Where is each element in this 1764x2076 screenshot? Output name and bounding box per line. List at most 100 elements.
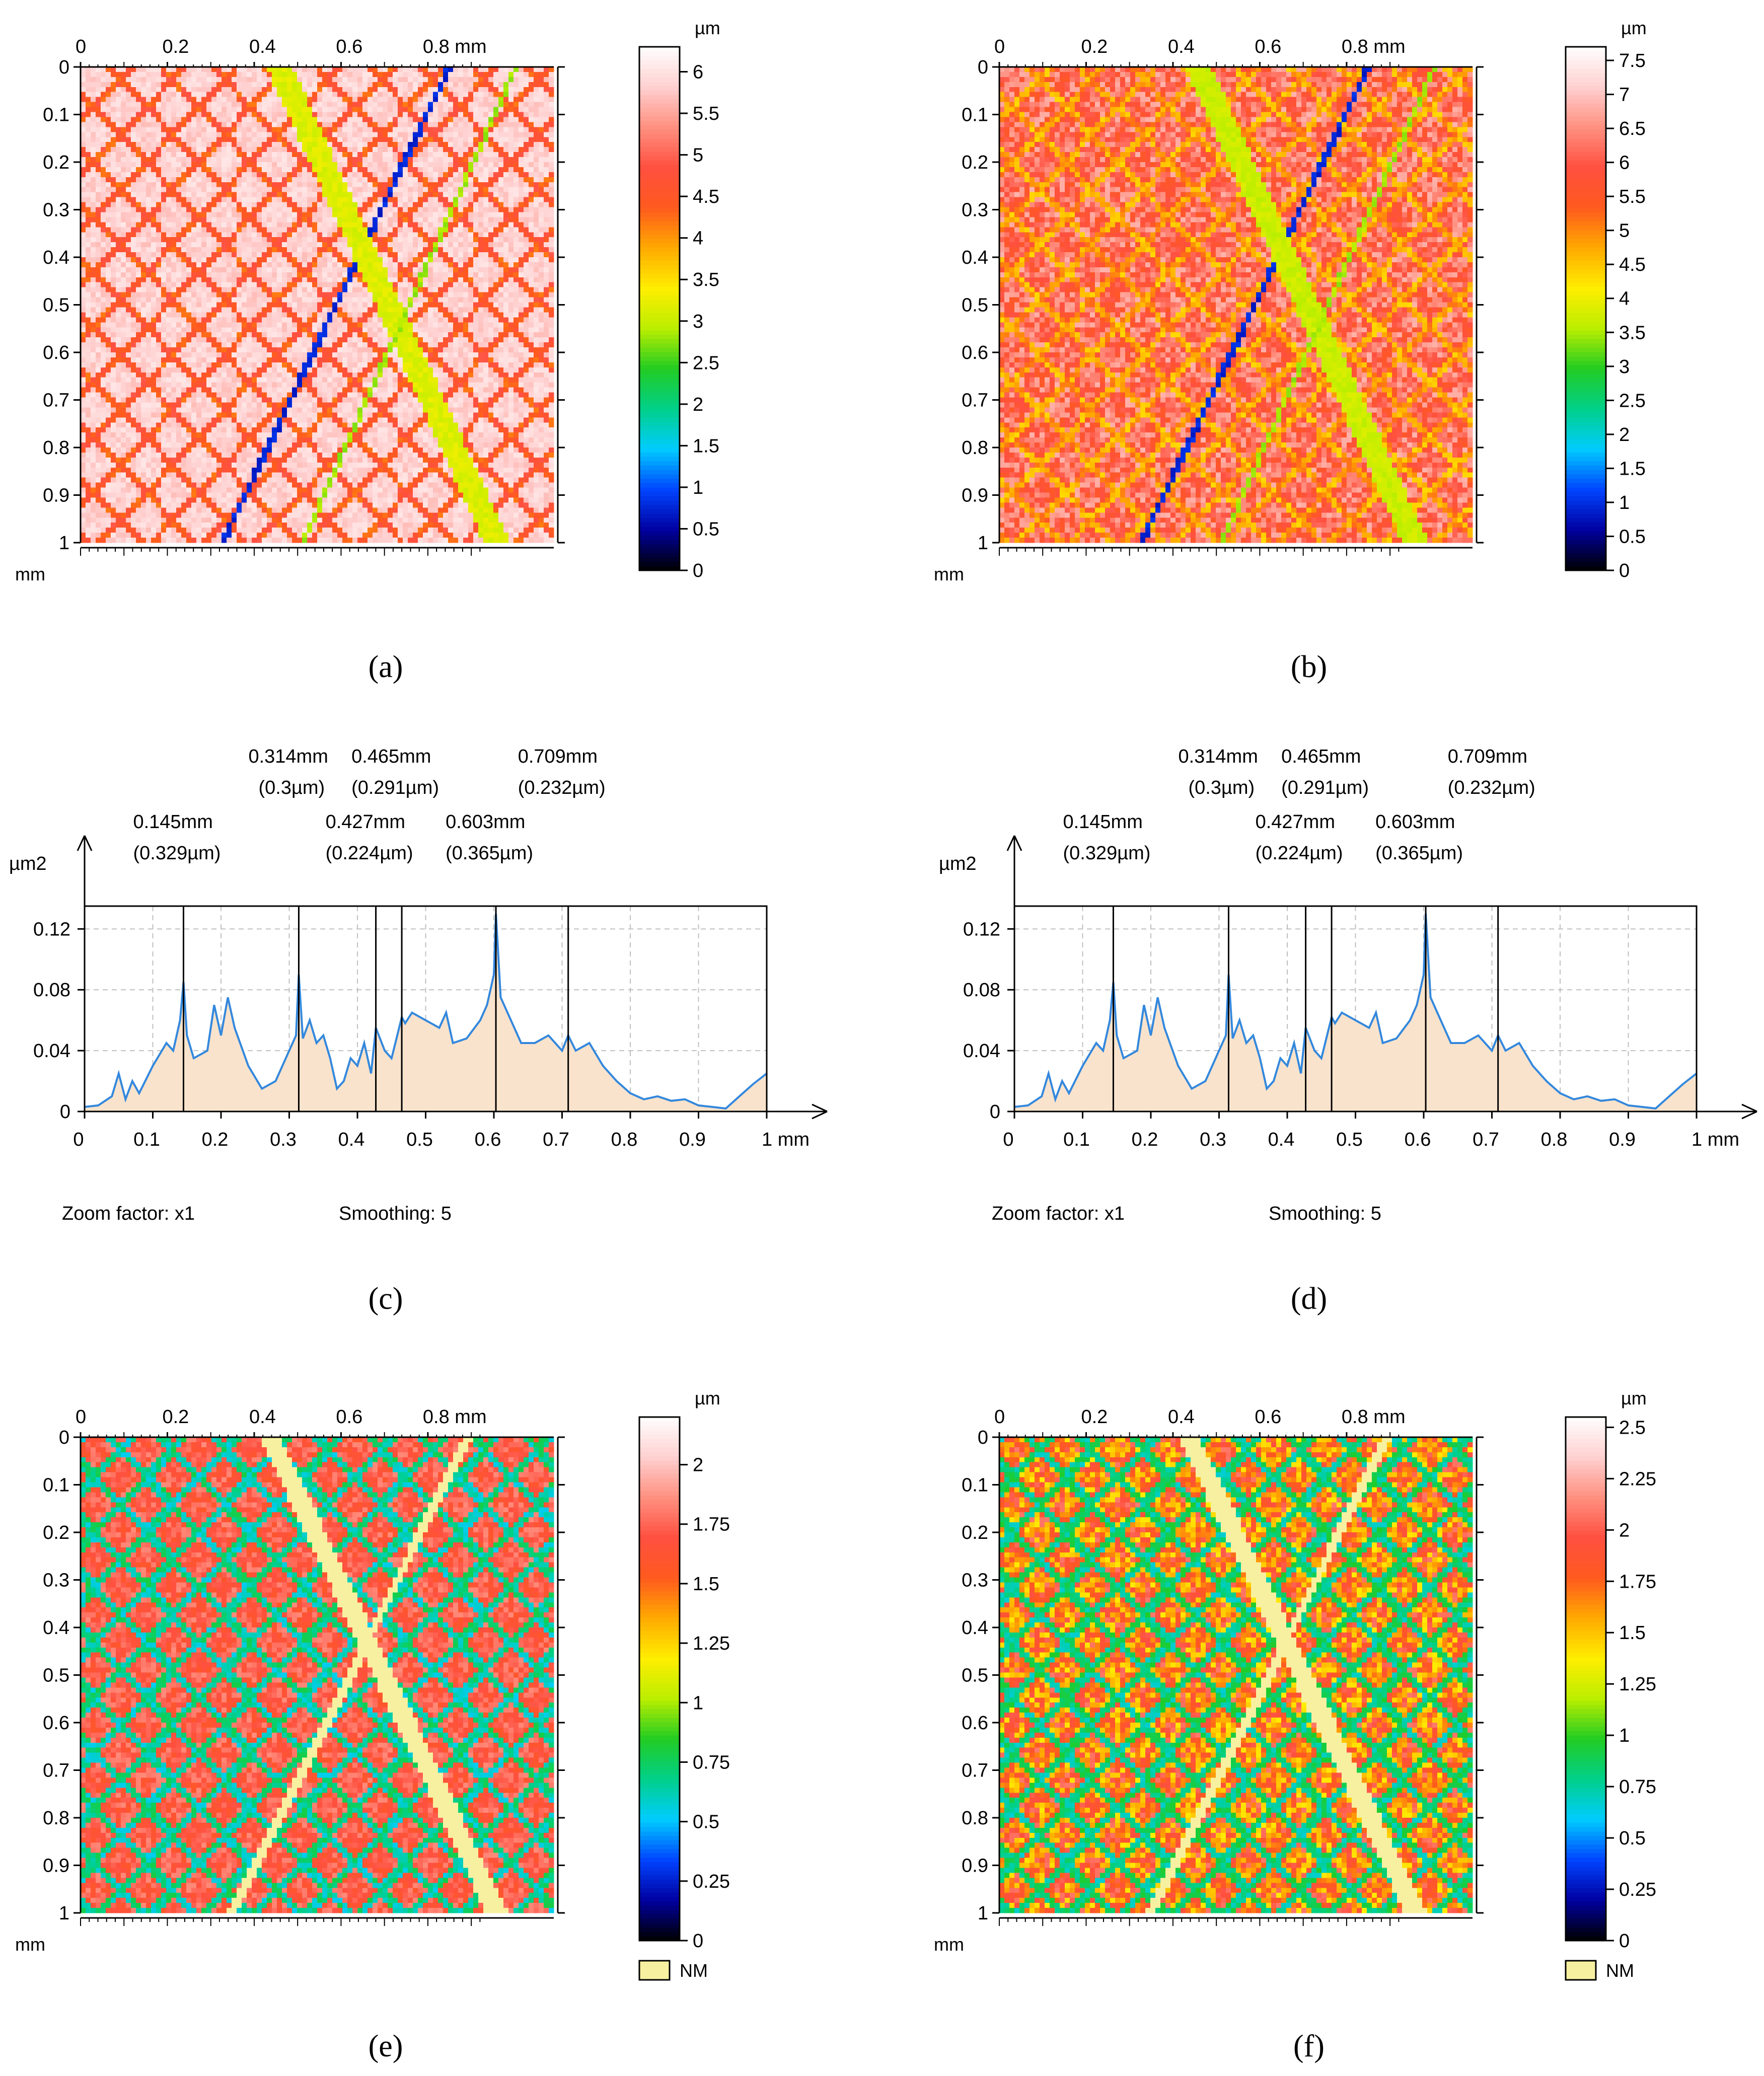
heatmap-cell (121, 152, 126, 158)
heatmap-cell (116, 82, 121, 88)
heatmap-cell (287, 147, 292, 153)
heatmap-cell (317, 87, 323, 93)
heatmap-cell (403, 67, 408, 72)
heatmap-cell (373, 82, 378, 88)
heatmap-cell (458, 282, 464, 288)
heatmap-cell (332, 82, 338, 88)
heatmap-cell (232, 303, 237, 308)
heatmap-cell (418, 247, 423, 253)
heatmap-cell (488, 207, 494, 213)
heatmap-cell (373, 247, 378, 253)
heatmap-cell (539, 72, 544, 78)
heatmap-cell (539, 327, 544, 333)
heatmap-cell (302, 92, 308, 98)
heatmap-cell (473, 112, 479, 118)
heatmap-cell (86, 312, 91, 318)
heatmap-cell (297, 247, 303, 253)
heatmap-cell (347, 317, 353, 323)
heatmap-cell (388, 157, 393, 163)
heatmap-cell (357, 242, 363, 248)
heatmap-cell (458, 222, 464, 228)
heatmap-cell (196, 152, 202, 158)
heatmap-cell (493, 192, 499, 198)
heatmap-cell (111, 312, 116, 318)
heatmap-cell (196, 257, 202, 263)
heatmap-cell (483, 237, 489, 243)
heatmap-cell (267, 82, 272, 88)
heatmap-cell (368, 247, 373, 253)
heatmap-cell (352, 322, 358, 328)
heatmap-cell (408, 172, 413, 178)
heatmap-cell (519, 82, 524, 88)
heatmap-cell (126, 82, 131, 88)
heatmap-cell (262, 307, 267, 313)
heatmap-cell (151, 77, 157, 83)
heatmap-cell (277, 77, 282, 83)
heatmap-cell (257, 317, 262, 323)
heatmap-cell (282, 107, 287, 113)
heatmap-cell (524, 122, 529, 127)
heatmap-cell (332, 87, 338, 93)
heatmap-cell (438, 152, 444, 158)
heatmap-cell (156, 87, 162, 93)
heatmap-cell (136, 147, 141, 153)
heatmap-cell (488, 177, 494, 183)
heatmap-cell (312, 307, 318, 313)
heatmap-cell (216, 217, 222, 223)
heatmap-cell (96, 87, 101, 93)
heatmap-cell (473, 177, 479, 183)
heatmap-cell (136, 327, 141, 333)
heatmap-cell (433, 152, 438, 158)
heatmap-cell (216, 282, 222, 288)
heatmap-cell (292, 227, 298, 233)
heatmap-cell (438, 102, 444, 108)
heatmap-cell (141, 102, 146, 108)
heatmap-cell (312, 157, 318, 163)
heatmap-cell (423, 132, 428, 137)
heatmap-cell (322, 187, 328, 193)
heatmap-cell (222, 187, 227, 193)
heatmap-cell (166, 72, 172, 78)
heatmap-cell (332, 303, 338, 308)
heatmap-cell (252, 147, 257, 153)
heatmap-cell (332, 242, 338, 248)
heatmap-cell (272, 182, 277, 188)
heatmap-cell (101, 132, 106, 137)
heatmap-cell (337, 303, 343, 308)
heatmap-cell (111, 327, 116, 333)
heatmap-cell (171, 102, 177, 108)
heatmap-cell (141, 127, 146, 132)
heatmap-cell (458, 227, 464, 233)
heatmap-cell (101, 222, 106, 228)
heatmap-cell (362, 303, 368, 308)
heatmap-cell (503, 77, 509, 83)
heatmap-cell (498, 262, 504, 268)
heatmap-cell (237, 77, 242, 83)
heatmap-cell (322, 177, 328, 183)
heatmap-cell (297, 122, 303, 127)
heatmap-cell (418, 267, 423, 273)
heatmap-cell (398, 87, 403, 93)
heatmap-cell (322, 77, 328, 83)
heatmap-cell (101, 322, 106, 328)
heatmap-cell (398, 222, 403, 228)
heatmap-cell (508, 82, 514, 88)
heatmap-cell (146, 87, 152, 93)
heatmap-cell (468, 127, 474, 132)
heatmap-cell (488, 87, 494, 93)
heatmap-cell (337, 202, 343, 208)
heatmap-cell (493, 102, 499, 108)
heatmap-cell (357, 182, 363, 188)
heatmap-cell (428, 303, 433, 308)
heatmap-cell (106, 272, 111, 278)
heatmap-cell (529, 122, 534, 127)
heatmap-cell (242, 237, 247, 243)
heatmap-cell (151, 222, 157, 228)
heatmap-cell (549, 167, 554, 173)
heatmap-cell (327, 112, 333, 118)
heatmap-cell (307, 142, 313, 147)
heatmap-cell (519, 317, 524, 323)
heatmap-cell (257, 267, 262, 273)
heatmap-cell (433, 227, 438, 233)
heatmap-cell (252, 162, 257, 168)
